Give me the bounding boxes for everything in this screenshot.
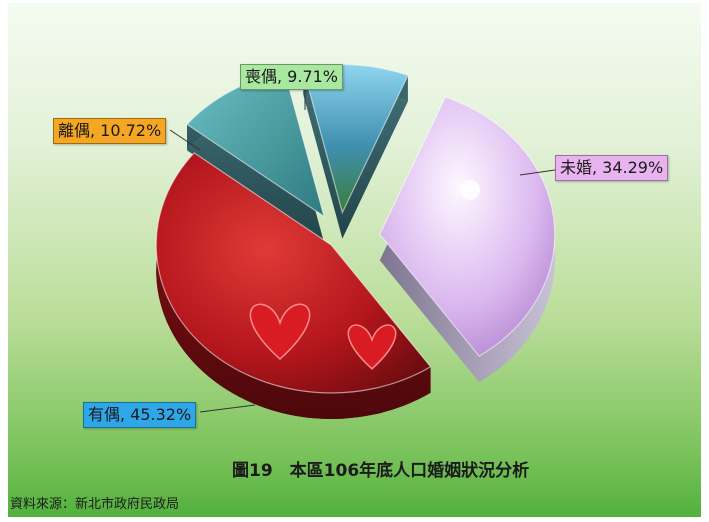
slice-label-married: 有偶, 45.32% <box>83 402 197 428</box>
slice-label-unmarried: 未婚, 34.29% <box>555 155 669 181</box>
slice-label-bereaved: 喪偶, 9.71% <box>240 64 344 90</box>
chart-title: 圖19 本區106年底人口婚姻狀況分析 <box>232 461 530 481</box>
heart-decoration-icon <box>249 303 311 361</box>
flower-decoration-icon <box>460 180 480 200</box>
leader-line-divorced <box>169 129 201 151</box>
source-note: 資料來源：新北市政府民政局 <box>10 497 180 512</box>
leader-line-married <box>199 404 256 413</box>
slice-unmarried <box>379 96 556 357</box>
heart-decoration-icon <box>347 324 397 370</box>
slice-label-divorced: 離偶, 10.72% <box>53 118 167 144</box>
leader-line-unmarried <box>519 169 556 176</box>
